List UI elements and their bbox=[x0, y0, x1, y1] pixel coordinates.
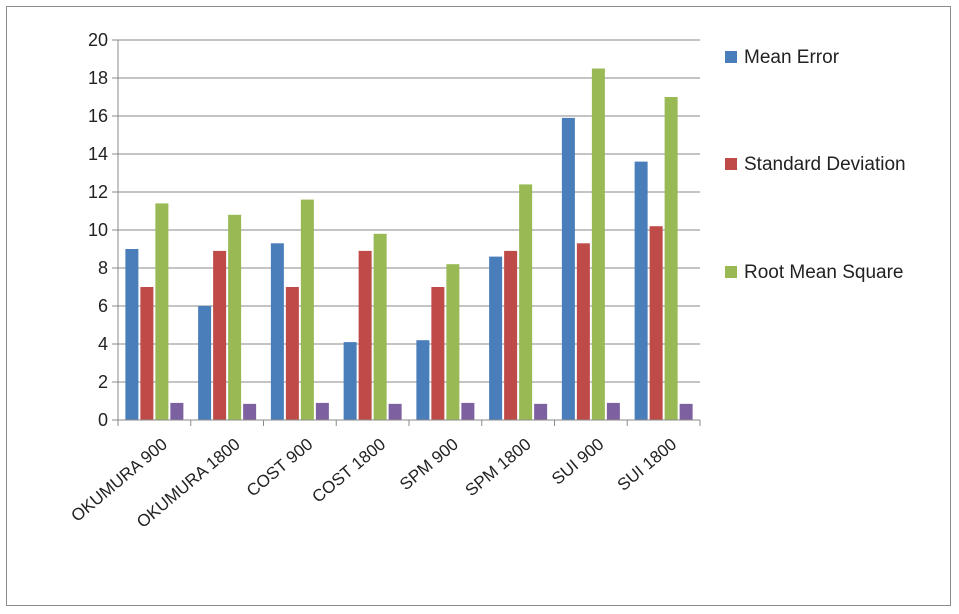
bar-root-mean-square-7 bbox=[664, 97, 678, 420]
bar-standard-deviation-7 bbox=[649, 226, 663, 420]
y-tick-label: 14 bbox=[88, 144, 108, 164]
bar-series-4-6 bbox=[606, 402, 620, 420]
y-tick-label: 6 bbox=[98, 296, 108, 316]
bar-series-4-0 bbox=[170, 402, 184, 420]
bar-mean-error-5 bbox=[489, 256, 503, 420]
bar-mean-error-2 bbox=[270, 243, 284, 420]
bar-root-mean-square-5 bbox=[519, 184, 533, 420]
y-tick-label: 2 bbox=[98, 372, 108, 392]
x-category-label: COST 900 bbox=[243, 435, 317, 501]
y-tick-label: 16 bbox=[88, 106, 108, 126]
bars bbox=[125, 68, 693, 421]
bar-mean-error-7 bbox=[634, 161, 648, 420]
bar-root-mean-square-6 bbox=[591, 68, 605, 420]
bar-root-mean-square-3 bbox=[373, 233, 387, 420]
bar-standard-deviation-5 bbox=[504, 250, 518, 420]
bar-standard-deviation-1 bbox=[213, 250, 227, 420]
axes bbox=[117, 40, 701, 426]
x-category-label: SPM 900 bbox=[396, 435, 462, 495]
legend-swatch bbox=[725, 158, 737, 170]
legend-swatch bbox=[725, 266, 737, 278]
y-tick-label: 4 bbox=[98, 334, 108, 354]
x-category-label: SUI 900 bbox=[548, 435, 607, 489]
bar-standard-deviation-6 bbox=[576, 243, 590, 420]
y-tick-label: 18 bbox=[88, 68, 108, 88]
bar-series-4-7 bbox=[679, 403, 693, 420]
x-category-label: SPM 1800 bbox=[462, 435, 535, 501]
x-category-label: SUI 1800 bbox=[614, 435, 681, 495]
bar-series-4-5 bbox=[534, 403, 548, 420]
bar-root-mean-square-2 bbox=[300, 199, 314, 420]
bar-series-4-1 bbox=[243, 403, 257, 420]
bar-standard-deviation-4 bbox=[431, 287, 445, 420]
bar-root-mean-square-1 bbox=[228, 214, 242, 420]
legend: Mean Error Standard Deviation Root Mean Sq… bbox=[725, 47, 906, 283]
bar-mean-error-1 bbox=[198, 306, 212, 420]
bar-root-mean-square-0 bbox=[155, 203, 169, 420]
y-tick-label: 8 bbox=[98, 258, 108, 278]
bar-mean-error-6 bbox=[561, 117, 575, 421]
bar-standard-deviation-2 bbox=[285, 287, 299, 420]
bar-mean-error-0 bbox=[125, 249, 139, 420]
bar-series-4-2 bbox=[315, 402, 329, 420]
bar-mean-error-3 bbox=[343, 342, 357, 420]
y-tick-label: 20 bbox=[88, 30, 108, 50]
bar-root-mean-square-4 bbox=[446, 264, 460, 420]
legend-entry-label: Root Mean Square bbox=[744, 262, 904, 283]
legend-entry-label: Mean Error bbox=[744, 47, 840, 68]
bar-series-4-3 bbox=[388, 403, 402, 420]
y-tick-label: 10 bbox=[88, 220, 108, 240]
x-category-label: COST 1800 bbox=[308, 435, 389, 507]
y-tick-label: 0 bbox=[98, 410, 108, 430]
bar-series-4-4 bbox=[461, 402, 475, 420]
bar-standard-deviation-0 bbox=[140, 287, 154, 420]
bar-mean-error-4 bbox=[416, 340, 430, 420]
legend-entry-label: Standard Deviation bbox=[744, 154, 906, 175]
y-axis-ticks: 0 2 4 6 8 10 12 14 16 18 20 bbox=[88, 30, 118, 430]
bar-standard-deviation-3 bbox=[358, 250, 372, 420]
legend-swatch bbox=[725, 51, 737, 63]
y-tick-label: 12 bbox=[88, 182, 108, 202]
